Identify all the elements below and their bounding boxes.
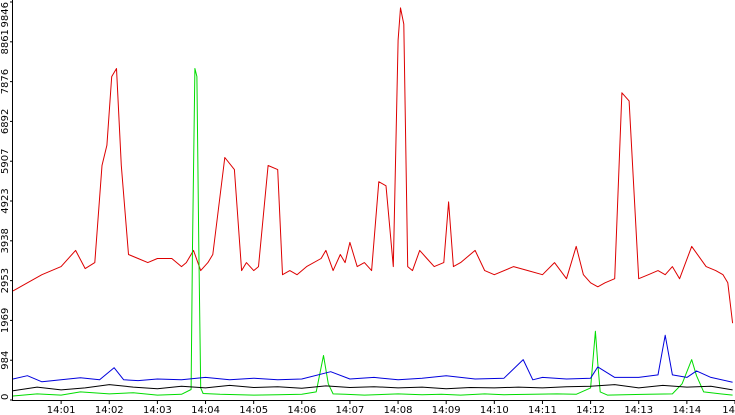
x-tick-label: 14:08 [384,405,413,415]
x-tick-label: 14:09 [432,405,461,415]
y-tick-label: 984 [0,351,11,370]
series-line-3 [12,384,733,392]
x-tick-label: 14:11 [528,405,557,415]
y-tick-label: 7876 [0,69,11,94]
series-line-1 [12,68,733,397]
y-tick-label: 0 [0,394,11,400]
x-tick-label: 14:14 [672,405,701,415]
x-tick-label: 14:04 [191,405,220,415]
x-axis-ticks: 14:01 14:02 14:03 14:04 14:05 14:06 14:07 14:08… [47,400,735,415]
x-tick-label: 14:10 [480,405,509,415]
y-axis-ticks: 0 984 1969 2953 3938 4923 5907 6892 7876 8861 9846 [0,1,13,401]
x-tick-label: 14:13 [624,405,653,415]
x-tick-label: 14:06 [287,405,316,415]
y-tick-label: 4923 [0,188,11,213]
y-tick-label: 8861 [0,29,11,54]
x-tick-label: 14:01 [47,405,76,415]
y-tick-label: 1969 [0,308,11,333]
y-tick-label: 5907 [0,148,11,173]
x-tick-label: 14:02 [95,405,124,415]
x-tick-label: 14:12 [576,405,605,415]
y-tick-label: 2953 [0,268,11,293]
y-tick-label: 9846 [0,2,11,27]
series-layer [12,7,734,397]
y-tick-label: 6892 [0,109,11,134]
series-line-0 [12,7,734,324]
x-tick-label: 14:05 [239,405,268,415]
series-line-2 [12,334,733,383]
x-tick-label: 14 [722,405,735,415]
x-tick-label: 14:03 [143,405,172,415]
y-tick-label: 3938 [0,228,11,253]
x-tick-label: 14:07 [336,405,365,415]
